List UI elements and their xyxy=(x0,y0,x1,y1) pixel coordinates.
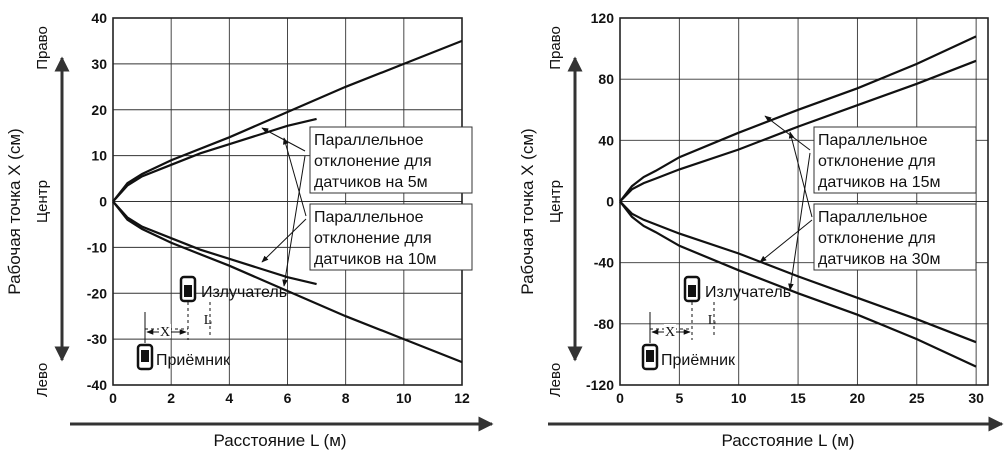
annotation-text: отклонение для xyxy=(314,230,432,247)
x-tick-label: 10 xyxy=(731,390,747,406)
x-tick-label: 8 xyxy=(342,390,350,406)
side-label-center: Центр xyxy=(34,180,51,223)
annotation-text: Параллельное xyxy=(314,132,424,149)
x-axis-label: Расстояние L (м) xyxy=(721,431,854,450)
side-label-right: Право xyxy=(547,26,564,70)
annotation-text: датчиков на 15м xyxy=(818,174,940,191)
y-tick-label: 80 xyxy=(598,71,614,87)
annotation-arrow xyxy=(283,137,307,217)
annotation-box xyxy=(813,203,977,271)
annotation-box xyxy=(309,126,473,194)
annotation-text: Параллельное xyxy=(818,132,928,149)
y-axis-label: Рабочая точка X (см) xyxy=(5,128,24,294)
y-tick-label: 30 xyxy=(91,56,107,72)
y-axis-label: Рабочая точка X (см) xyxy=(518,128,537,294)
annotation-text: датчиков на 5м xyxy=(314,174,428,191)
emitter-label: Излучатель xyxy=(201,284,287,301)
x-tick-label: 10 xyxy=(396,390,412,406)
y-tick-label: -10 xyxy=(87,239,107,255)
x-tick-label: 25 xyxy=(909,390,925,406)
y-tick-label: 120 xyxy=(591,10,615,26)
x-tick-label: 30 xyxy=(968,390,984,406)
side-label-left: Лево xyxy=(547,363,564,397)
y-tick-label: 0 xyxy=(606,194,614,210)
series-line xyxy=(619,200,977,344)
series-line xyxy=(619,200,977,368)
x-mark-bg xyxy=(159,324,171,338)
l-mark: L xyxy=(204,313,213,328)
series-line xyxy=(112,200,463,364)
annotation-arrow xyxy=(759,219,813,263)
receiver-icon-body xyxy=(646,350,654,362)
y-tick-label: -40 xyxy=(594,255,614,271)
x-tick-label: 6 xyxy=(284,390,292,406)
x-mark-bg xyxy=(664,324,676,338)
x-mark: X xyxy=(665,325,675,340)
annotation-arrow xyxy=(282,155,306,287)
receiver-label: Приёмник xyxy=(156,352,231,369)
annotation-arrow xyxy=(764,115,811,151)
annotation-text: датчиков на 30м xyxy=(818,251,940,268)
y-tick-label: 20 xyxy=(91,102,107,118)
emitter-icon-body xyxy=(688,285,696,297)
x-mark: X xyxy=(160,325,170,340)
x-tick-label: 0 xyxy=(616,390,624,406)
chart-right: 0 5 10 15 20 25 30 120 80 40 0 -40 -80 -120 Расстояние… xyxy=(518,10,1004,450)
y-tick-label: -30 xyxy=(87,331,107,347)
x-tick-label: 15 xyxy=(790,390,806,406)
chart-left: 0 2 4 6 8 10 12 40 30 20 10 0 -10 -20 -30 -40 Расстояние… xyxy=(5,10,494,450)
annotation-text: Параллельное xyxy=(818,209,928,226)
x-tick-label: 5 xyxy=(675,390,683,406)
annotation-box xyxy=(813,126,977,194)
annotation-text: отклонение для xyxy=(818,153,936,170)
annotation-arrow xyxy=(261,127,306,152)
l-mark: L xyxy=(708,313,717,328)
x-tick-label: 2 xyxy=(167,390,175,406)
x-tick-label: 0 xyxy=(109,390,117,406)
y-tick-label: -80 xyxy=(594,316,614,332)
y-tick-label: 40 xyxy=(91,10,107,26)
side-label-right: Право xyxy=(34,26,51,70)
series-line xyxy=(619,35,977,203)
series-line xyxy=(112,117,317,203)
series-line xyxy=(112,200,317,286)
annotation-arrow xyxy=(788,131,813,218)
series-line xyxy=(619,59,977,203)
x-axis-label: Расстояние L (м) xyxy=(213,431,346,450)
annotation-text: отклонение для xyxy=(314,153,432,170)
side-label-center: Центр xyxy=(547,180,564,223)
annotation-text: отклонение для xyxy=(818,230,936,247)
annotation-arrow xyxy=(788,152,811,291)
y-tick-label: 40 xyxy=(598,132,614,148)
annotation-box xyxy=(309,203,473,271)
y-tick-label: 10 xyxy=(91,148,107,164)
annotation-arrow xyxy=(261,218,307,263)
annotation-text: датчиков на 10м xyxy=(314,251,436,268)
y-tick-label: -120 xyxy=(586,377,614,393)
annotation-text: Параллельное xyxy=(314,209,424,226)
y-tick-label: 0 xyxy=(99,194,107,210)
emitter-label: Излучатель xyxy=(705,284,791,301)
series-line xyxy=(112,39,463,203)
x-tick-label: 12 xyxy=(454,390,470,406)
receiver-label: Приёмник xyxy=(661,352,736,369)
side-label-left: Лево xyxy=(34,363,51,397)
y-tick-label: -40 xyxy=(87,377,107,393)
x-tick-label: 4 xyxy=(225,390,233,406)
receiver-icon-body xyxy=(141,350,149,362)
x-tick-label: 20 xyxy=(850,390,866,406)
emitter-icon-body xyxy=(184,285,192,297)
y-tick-label: -20 xyxy=(87,285,107,301)
